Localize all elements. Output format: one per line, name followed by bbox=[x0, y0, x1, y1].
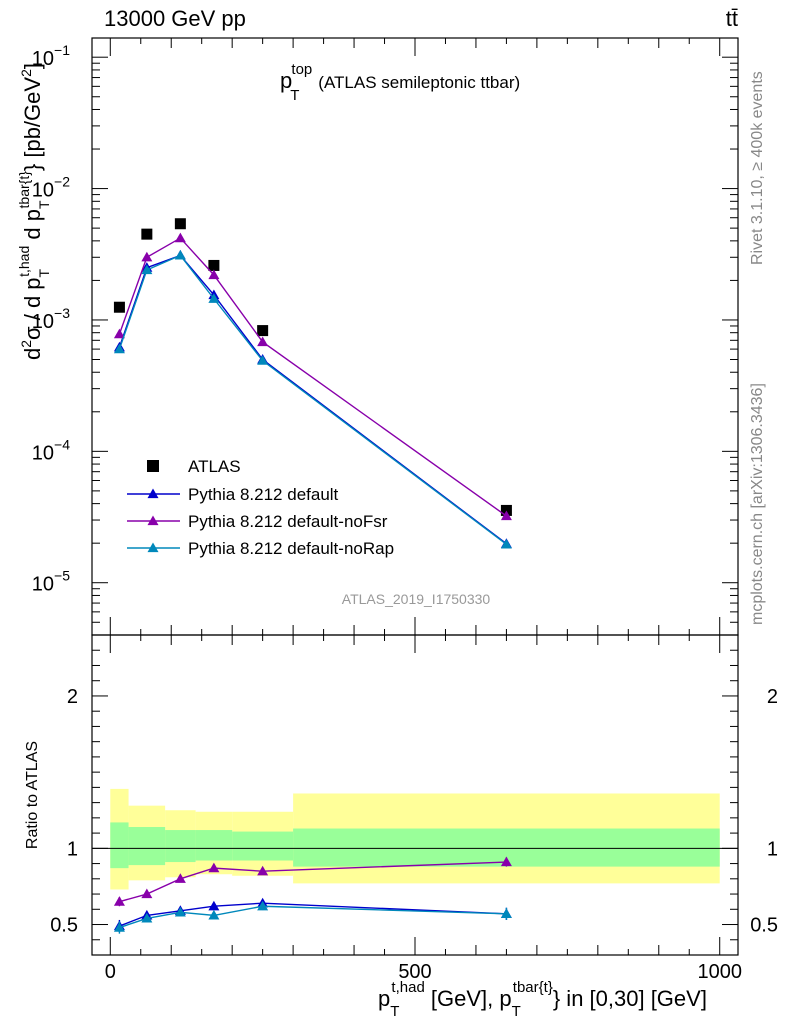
legend-marker bbox=[147, 542, 159, 553]
atlas-data-point bbox=[257, 325, 269, 337]
mc-series-line bbox=[118, 254, 507, 545]
legend-marker bbox=[147, 488, 159, 499]
mc-series-point bbox=[257, 355, 269, 365]
ratio-series-point bbox=[141, 912, 153, 923]
mc-series-line bbox=[118, 254, 507, 545]
xlabel: pTt,had [GeV], pTtbar{t}} in [0,30] [GeV… bbox=[378, 979, 707, 1020]
ratio-series-point bbox=[500, 856, 512, 867]
ratio-ytick-label: 0.5 bbox=[50, 915, 78, 937]
atlas-data-point bbox=[113, 301, 125, 313]
side-site-label: mcplots.cern.ch [arXiv:1306.3436] bbox=[749, 383, 766, 625]
ratio-series-point bbox=[174, 906, 186, 917]
mc-series-point bbox=[174, 249, 186, 260]
atlas-data-point bbox=[500, 504, 512, 516]
legend-label: Pythia 8.212 default bbox=[188, 485, 339, 504]
energy-label: 13000 GeV pp bbox=[104, 6, 246, 31]
ratio-series-point bbox=[174, 873, 186, 883]
legend-label: Pythia 8.212 default-noRap bbox=[188, 539, 394, 558]
legend-label: Pythia 8.212 default-noFsr bbox=[188, 512, 388, 531]
ratio-series-point bbox=[257, 900, 269, 911]
inner-band-bin bbox=[232, 831, 294, 861]
ratio-ytick-label-right: 1 bbox=[767, 838, 778, 860]
legend-marker bbox=[147, 515, 159, 526]
mc-series-point bbox=[174, 232, 186, 243]
watermark: ATLAS_2019_I1750330 bbox=[342, 591, 491, 607]
xtick-label: 1000 bbox=[697, 961, 742, 983]
ratio-series-point bbox=[500, 908, 512, 918]
ratio-series-line bbox=[119, 905, 507, 929]
atlas-data-point bbox=[174, 218, 186, 230]
ratio-series-point bbox=[208, 900, 220, 911]
ratio-plot: 0.5 0.5 1 1 2 2 0 500 1000 bbox=[50, 634, 778, 983]
ratio-series-point bbox=[113, 896, 125, 906]
legend: ATLAS Pythia 8.212 default Pythia 8.212 de… bbox=[127, 457, 394, 558]
ratio-series-line bbox=[119, 861, 507, 903]
ratio-series-point bbox=[141, 888, 153, 899]
mc-series-point bbox=[500, 510, 512, 521]
ratio-series-point bbox=[208, 862, 220, 873]
main-ytick-label: 10−5 bbox=[32, 568, 70, 596]
mc-series-point bbox=[141, 264, 153, 275]
ratio-ytick-label-right: 2 bbox=[767, 686, 778, 708]
atlas-data-point bbox=[141, 228, 153, 240]
process-label: tt̄ bbox=[726, 6, 738, 31]
ratio-ytick-label: 2 bbox=[67, 686, 78, 708]
main-ytick-label: 10−1 bbox=[32, 42, 70, 70]
mc-series-point bbox=[141, 251, 153, 262]
main-ytick-label: 10−4 bbox=[32, 436, 70, 464]
main-ytick-label: 10−2 bbox=[32, 174, 70, 202]
inner-band-bin bbox=[110, 822, 129, 869]
mc-series-line bbox=[118, 237, 507, 517]
ratio-series-point bbox=[208, 909, 220, 920]
inner-band-bin bbox=[165, 830, 196, 863]
plot-title: p Ttop(ATLAS semileptonic ttbar) bbox=[280, 61, 520, 104]
atlas-data-point bbox=[208, 259, 220, 271]
mc-series-point bbox=[500, 538, 512, 549]
legend-marker-atlas bbox=[147, 460, 159, 472]
inner-band-bin bbox=[195, 830, 233, 861]
xtick-label: 0 bbox=[105, 961, 116, 983]
mc-series-point bbox=[257, 336, 269, 347]
legend-label: ATLAS bbox=[188, 457, 241, 476]
main-ylabel: d2σ / d pTt,had d pTtbar{t}} [pb/GeV2] bbox=[16, 63, 52, 360]
main-plot: 10−1 10−2 10−3 10−4 10−5 bbox=[32, 37, 739, 636]
mc-series-point bbox=[113, 328, 125, 339]
xtick-label: 500 bbox=[398, 961, 431, 983]
ratio-ytick-label-right: 0.5 bbox=[750, 915, 778, 937]
ratio-ylabel: Ratio to ATLAS bbox=[24, 741, 41, 849]
ratio-series-line bbox=[119, 902, 507, 927]
ratio-ytick-label: 1 bbox=[67, 838, 78, 860]
side-rivet-label: Rivet 3.1.10, ≥ 400k events bbox=[749, 71, 766, 265]
inner-band-bin bbox=[128, 827, 166, 866]
mc-series-point bbox=[208, 293, 220, 303]
mc-series-point bbox=[113, 343, 125, 354]
main-ytick-label: 10−3 bbox=[32, 305, 70, 333]
ratio-series-point bbox=[257, 865, 269, 876]
ratio-series-point bbox=[113, 922, 125, 932]
mc-series-point bbox=[208, 269, 220, 280]
